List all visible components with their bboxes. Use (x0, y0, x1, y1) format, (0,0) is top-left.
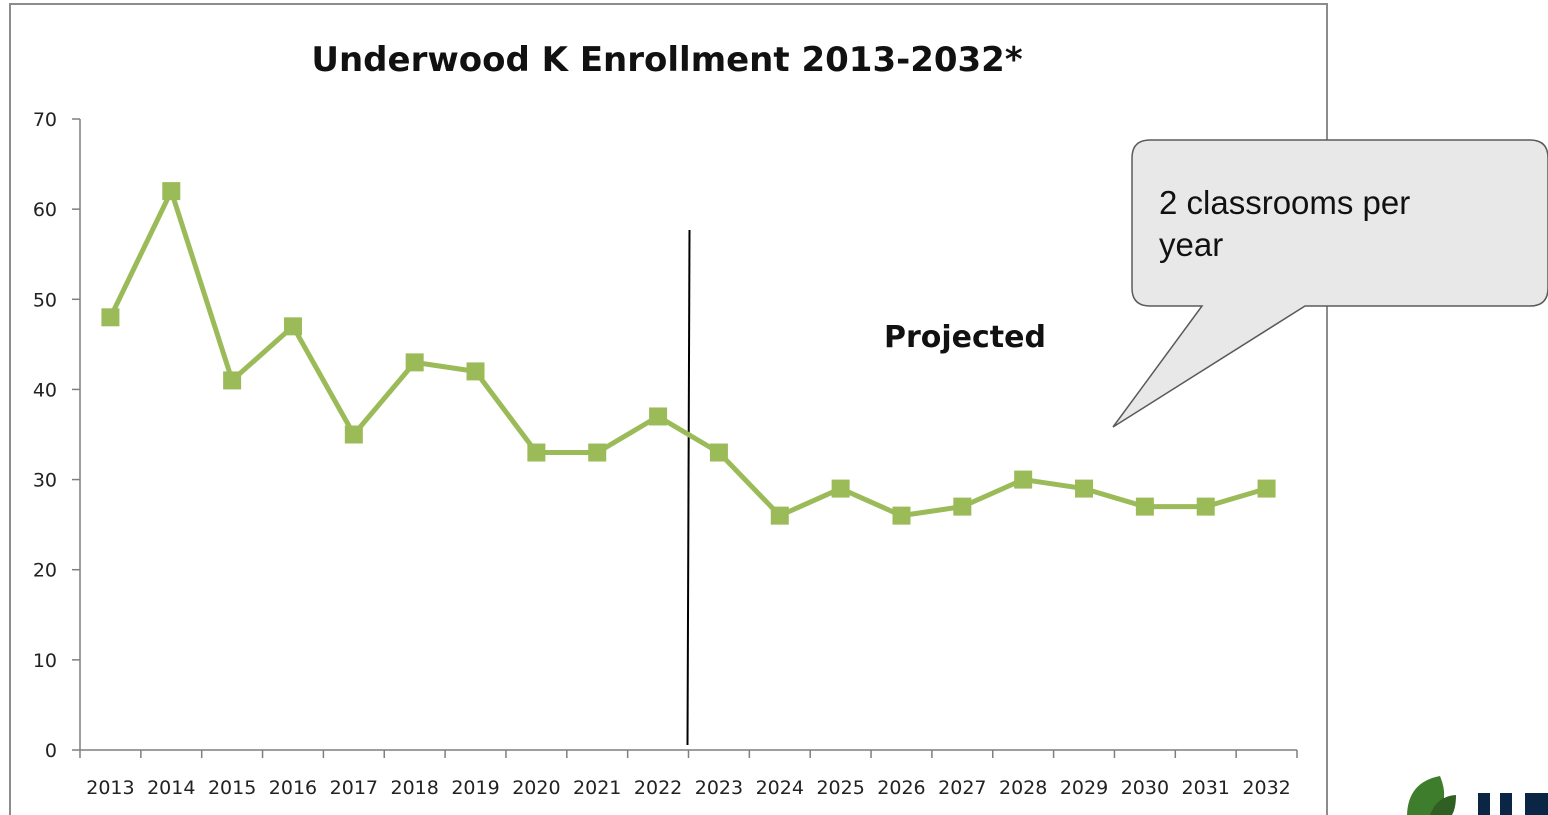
y-tick-label: 70 (33, 109, 57, 131)
data-point-2017 (344, 425, 363, 444)
logo-letter-shape (1525, 793, 1548, 815)
series-line (108, 188, 1268, 519)
logo-letter-shape (1478, 793, 1490, 815)
x-tick-label: 2027 (938, 777, 986, 799)
y-tick-label: 50 (33, 289, 57, 311)
data-point-2031 (1196, 497, 1215, 516)
x-tick-label: 2019 (451, 777, 499, 799)
x-tick-label: 2020 (512, 777, 560, 799)
callout-bubble (1112, 139, 1548, 428)
data-point-2030 (1135, 497, 1154, 516)
data-point-2028 (1014, 470, 1033, 489)
x-tick-label: 2029 (1060, 777, 1108, 799)
data-point-2016 (283, 317, 302, 336)
data-point-2015 (223, 371, 242, 390)
leaf-icon (1430, 795, 1456, 815)
data-point-2029 (1075, 479, 1094, 498)
data-point-2024 (770, 506, 789, 525)
x-tick-label: 2018 (390, 777, 438, 799)
projected-label: Projected (884, 320, 1046, 355)
callout-text: 2 classrooms per year (1159, 184, 1410, 263)
y-ticks: 0 10 20 30 40 50 60 70 (33, 109, 80, 762)
data-point-2032 (1257, 479, 1276, 498)
data-point-2027 (953, 497, 972, 516)
x-tick-label: 2016 (269, 777, 317, 799)
x-tick-label: 2026 (877, 777, 925, 799)
chart-frame (9, 3, 1328, 815)
data-point-2020 (527, 443, 546, 462)
x-tick-label: 2024 (756, 777, 804, 799)
x-tick-label: 2014 (147, 777, 195, 799)
data-point-2025 (831, 479, 850, 498)
x-tick-label: 2028 (999, 777, 1047, 799)
x-tick-label: 2013 (86, 777, 134, 799)
data-point-2026 (892, 506, 911, 525)
x-tick-label: 2023 (695, 777, 743, 799)
leaf-icon (1407, 776, 1445, 815)
data-point-2013 (101, 308, 120, 327)
projection-divider (686, 229, 691, 746)
x-tick-label: 2015 (208, 777, 256, 799)
x-ticks: 2013 2014 2015 2016 2017 2018 2019 2020 2021 2022… (79, 750, 1298, 799)
x-tick-label: 2032 (1242, 777, 1290, 799)
data-point-2019 (466, 362, 485, 381)
y-tick-label: 40 (33, 379, 57, 401)
x-tick-label: 2030 (1121, 777, 1169, 799)
y-tick-label: 60 (33, 199, 57, 221)
callout: 2 classrooms per year (1112, 139, 1548, 428)
x-tick-label: 2017 (330, 777, 378, 799)
series-markers (101, 182, 1276, 525)
y-tick-label: 20 (33, 560, 57, 582)
y-tick-label: 0 (45, 740, 57, 762)
data-point-2018 (405, 353, 424, 372)
data-point-2021 (588, 443, 607, 462)
x-tick-label: 2021 (573, 777, 621, 799)
x-tick-label: 2022 (634, 777, 682, 799)
data-point-2023 (709, 443, 728, 462)
chart-title: Underwood K Enrollment 2013-2032* (311, 40, 1022, 80)
logo-letter-shape (1500, 793, 1512, 815)
data-point-2014 (162, 182, 181, 201)
logo (1407, 776, 1548, 815)
y-tick-label: 10 (33, 650, 57, 672)
x-tick-label: 2031 (1182, 777, 1230, 799)
x-tick-label: 2025 (816, 777, 864, 799)
y-tick-label: 30 (33, 470, 57, 492)
data-point-2022 (649, 407, 668, 426)
